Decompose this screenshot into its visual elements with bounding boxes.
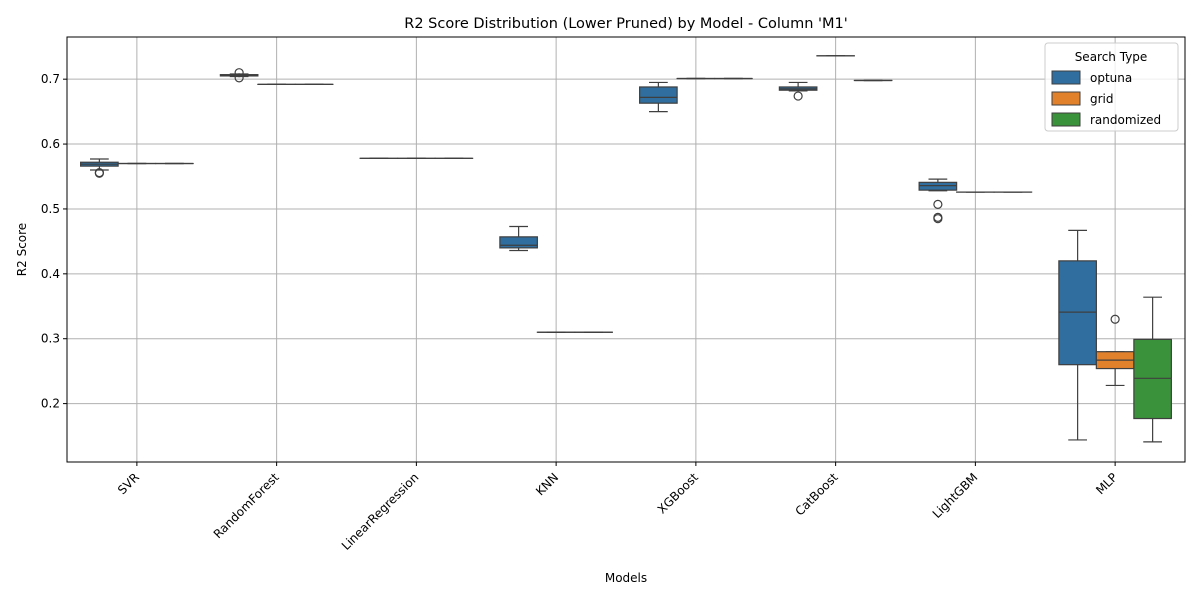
legend-title: Search Type <box>1075 50 1148 64</box>
x-axis-title: Models <box>605 571 647 585</box>
box-series-layer <box>80 55 1172 443</box>
y-tick-label: 0.2 <box>41 397 60 411</box>
box-iqr <box>1133 338 1172 420</box>
x-tick-label: RandomForest <box>211 470 282 541</box>
x-tick-label: MLP <box>1093 470 1120 497</box>
chart-title: R2 Score Distribution (Lower Pruned) by … <box>404 16 847 32</box>
x-tick-label: LightGBM <box>930 470 981 521</box>
x-tick-label: SVR <box>115 470 142 497</box>
outlier-point <box>234 73 244 83</box>
legend-swatch-randomized <box>1051 112 1081 127</box>
y-tick-label: 0.5 <box>41 202 60 216</box>
x-tick-label: XGBoost <box>655 470 701 516</box>
x-tick-label: CatBoost <box>792 470 841 519</box>
y-tick-label: 0.6 <box>41 137 60 151</box>
box-iqr <box>1058 260 1097 366</box>
outlier-point <box>793 91 803 101</box>
legend-label-optuna: optuna <box>1090 71 1132 85</box>
y-axis-ticks: 0.2 0.3 0.4 0.5 0.6 0.7 <box>41 72 67 411</box>
y-tick-label: 0.7 <box>41 72 60 86</box>
y-axis-title: R2 Score <box>15 223 29 276</box>
series-optuna <box>80 68 1097 441</box>
y-tick-label: 0.3 <box>41 332 60 346</box>
outlier-point <box>933 214 943 224</box>
grid-lines <box>67 37 1185 462</box>
legend-label-randomized: randomized <box>1090 113 1161 127</box>
legend-frame <box>1044 42 1179 132</box>
plot-frame <box>66 36 1186 463</box>
box-iqr <box>918 181 958 191</box>
outlier-point <box>933 199 943 210</box>
series-randomized <box>155 77 1172 443</box>
x-tick-label: LinearRegression <box>339 470 422 553</box>
box-iqr <box>639 86 678 104</box>
y-tick-label: 0.4 <box>41 267 60 281</box>
x-axis-ticks: SVR RandomForest LinearRegression KNN XGBoos… <box>115 462 1120 553</box>
legend-swatch-optuna <box>1051 70 1081 85</box>
outlier-point <box>1110 314 1120 324</box>
legend-swatch-grid <box>1051 91 1081 106</box>
box-iqr <box>499 236 538 249</box>
series-grid <box>117 55 1135 387</box>
legend: Search Type optuna grid randomized <box>1044 42 1179 132</box>
legend-label-grid: grid <box>1090 92 1114 106</box>
outlier-point <box>234 68 244 78</box>
outlier-point <box>94 168 104 178</box>
x-tick-label: KNN <box>533 470 561 498</box>
